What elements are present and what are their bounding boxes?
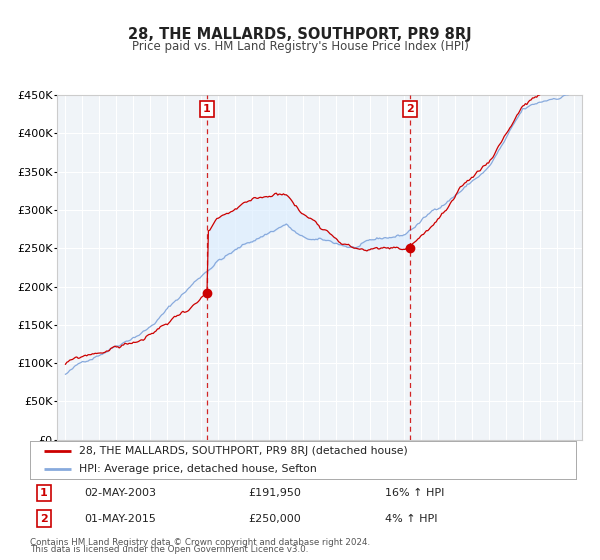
Text: 1: 1 — [203, 104, 211, 114]
Text: 2: 2 — [40, 514, 47, 524]
Text: 4% ↑ HPI: 4% ↑ HPI — [385, 514, 437, 524]
Text: HPI: Average price, detached house, Sefton: HPI: Average price, detached house, Seft… — [79, 464, 317, 474]
Text: Price paid vs. HM Land Registry's House Price Index (HPI): Price paid vs. HM Land Registry's House … — [131, 40, 469, 53]
Text: 02-MAY-2003: 02-MAY-2003 — [85, 488, 157, 498]
Text: £250,000: £250,000 — [248, 514, 301, 524]
Text: 01-MAY-2015: 01-MAY-2015 — [85, 514, 157, 524]
Text: 2: 2 — [406, 104, 413, 114]
Text: This data is licensed under the Open Government Licence v3.0.: This data is licensed under the Open Gov… — [30, 545, 308, 554]
Text: 16% ↑ HPI: 16% ↑ HPI — [385, 488, 444, 498]
Text: Contains HM Land Registry data © Crown copyright and database right 2024.: Contains HM Land Registry data © Crown c… — [30, 538, 370, 547]
Text: 28, THE MALLARDS, SOUTHPORT, PR9 8RJ: 28, THE MALLARDS, SOUTHPORT, PR9 8RJ — [128, 27, 472, 42]
Text: 28, THE MALLARDS, SOUTHPORT, PR9 8RJ (detached house): 28, THE MALLARDS, SOUTHPORT, PR9 8RJ (de… — [79, 446, 408, 456]
Text: 1: 1 — [40, 488, 47, 498]
Text: £191,950: £191,950 — [248, 488, 301, 498]
